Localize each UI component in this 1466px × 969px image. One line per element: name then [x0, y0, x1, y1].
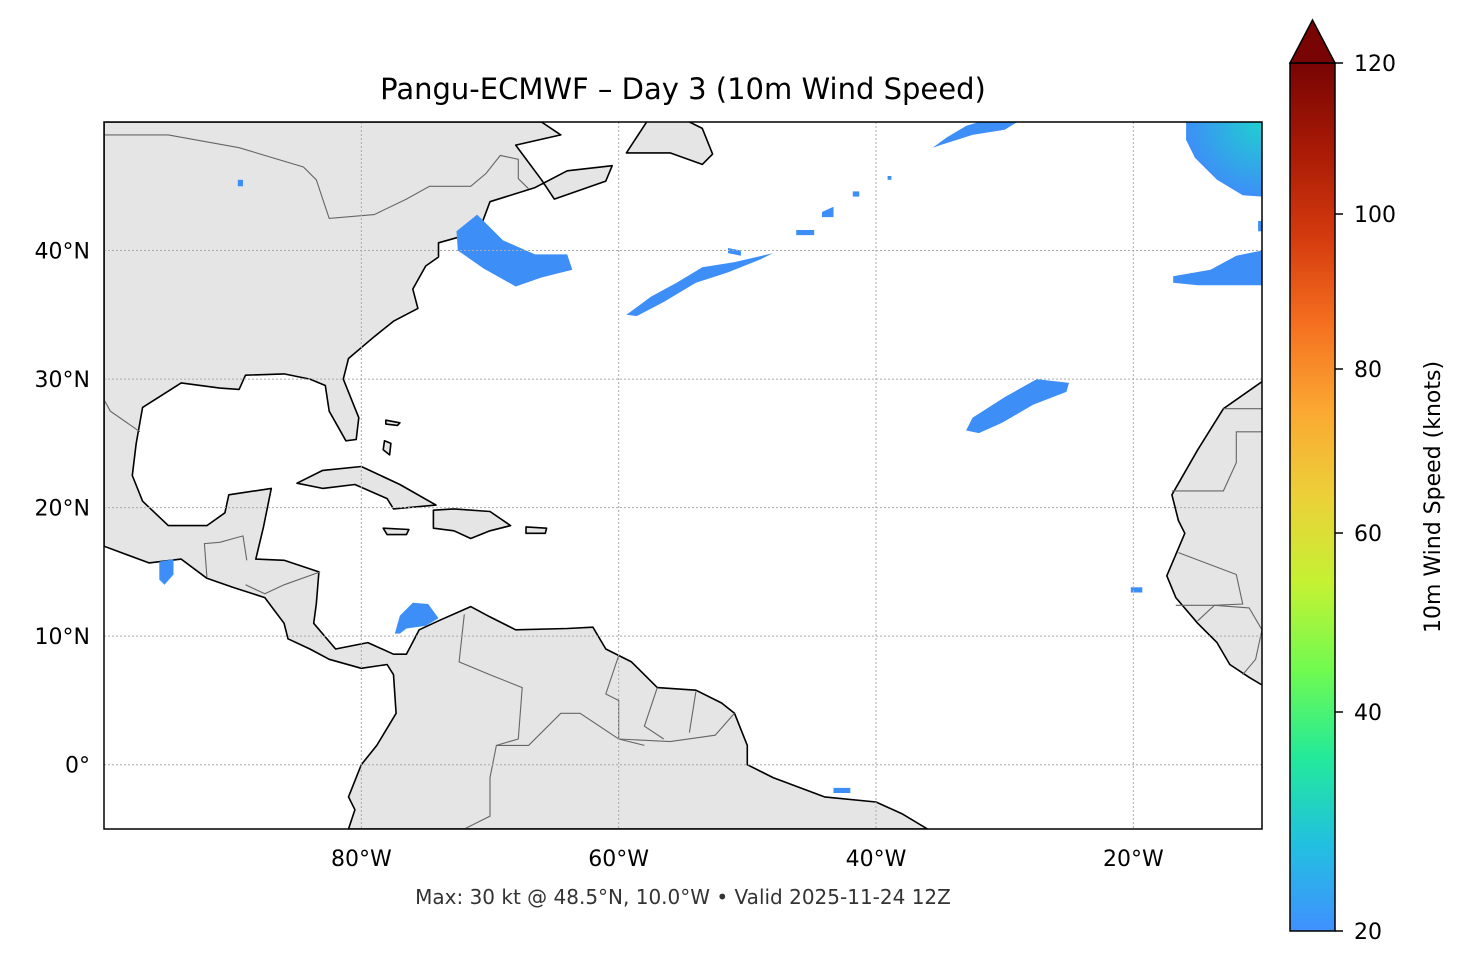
x-tick-label: 20°W: [1103, 847, 1164, 872]
border-venezuela-guyana: [605, 655, 645, 746]
landmass-africa: [1166, 380, 1262, 686]
border-brazil-north: [496, 712, 735, 746]
wind-patch-mid-atlantic: [966, 379, 1069, 434]
y-tick-label: 40°N: [35, 240, 90, 265]
border-us-mexico: [104, 399, 141, 433]
wind-patch-central-streak: [626, 253, 774, 317]
colorbar-tick-label: 40: [1354, 701, 1382, 726]
colorbar-tick-label: 100: [1354, 203, 1396, 228]
wind-speed-field: [159, 122, 1262, 793]
border-western-sahara: [1171, 408, 1262, 492]
x-tick-label: 60°W: [588, 847, 649, 872]
landmass-cuba: [296, 465, 437, 510]
wind-patch-dot-8: [1258, 221, 1262, 232]
border-suriname-guiana: [688, 691, 697, 733]
border-guyana-suriname: [643, 687, 665, 740]
colorbar-tick-label: 60: [1354, 522, 1382, 547]
gridlines: [104, 122, 1262, 829]
border-honduras-nicaragua: [245, 571, 321, 595]
wind-patch-dot-2: [833, 787, 851, 793]
country-borders: [104, 134, 1262, 829]
chart-title: Pangu-ECMWF – Day 3 (10m Wind Speed): [380, 72, 986, 106]
map-frame: [103, 121, 1263, 830]
wind-patch-north: [932, 122, 1018, 148]
landmass-bahamas-1: [384, 419, 401, 427]
wind-patch-dot-5: [822, 206, 834, 218]
x-tick-label: 80°W: [331, 847, 392, 872]
y-axis-ticks: 40°N 30°N 20°N 10°N 0°: [35, 240, 90, 779]
border-us-canada: [104, 134, 529, 219]
colorbar-label: 10m Wind Speed (knots): [1421, 361, 1446, 633]
landmass-puerto-rico: [525, 526, 548, 535]
landmass-jamaica: [382, 527, 410, 536]
wind-patch-dot-4: [796, 230, 815, 236]
colorbar-gradient: [1290, 63, 1335, 931]
border-guinea: [1197, 604, 1262, 676]
wind-patch-northeast: [1186, 122, 1262, 197]
colorbar-tick-label: 120: [1354, 52, 1396, 77]
landmass-bahamas-2: [382, 439, 392, 456]
x-tick-label: 40°W: [846, 847, 907, 872]
border-colombia-venezuela: [458, 614, 523, 829]
footer-text: Max: 30 kt @ 48.5°N, 10.0°W • Valid 2025…: [415, 885, 951, 909]
wind-patch-dot-6: [852, 191, 860, 197]
y-tick-label: 10°N: [35, 625, 90, 650]
x-axis-ticks: 80°W 60°W 40°W 20°W: [331, 847, 1164, 872]
map-area: [103, 121, 1263, 830]
colorbar-tick-label: 80: [1354, 358, 1382, 383]
wind-patch-new-england: [456, 214, 573, 287]
wind-patch-dot-1: [1130, 587, 1143, 593]
landmass-newfoundland: [625, 122, 714, 166]
wind-patch-dot-9: [237, 179, 243, 187]
land-layer: [104, 122, 1262, 829]
y-tick-label: 30°N: [35, 368, 90, 393]
wind-patch-caribbean: [394, 602, 439, 634]
landmass-hispaniola: [432, 508, 512, 540]
wind-patch-dot-3: [728, 248, 741, 256]
y-tick-label: 0°: [65, 754, 90, 779]
y-tick-label: 20°N: [35, 497, 90, 522]
wind-patch-dot-7: [887, 176, 892, 180]
border-mauritania-mali: [1175, 552, 1244, 606]
wind-patch-pacific: [159, 559, 174, 585]
colorbar-extend-arrow: [1288, 18, 1337, 64]
wind-patch-east-streak: [1173, 250, 1262, 286]
colorbar-tick-label: 20: [1354, 920, 1382, 945]
border-guatemala: [203, 535, 248, 578]
colorbar: 20 40 60 80 100 120 10m Wind Speed (knots): [1288, 18, 1446, 945]
colorbar-frame: [1289, 62, 1336, 932]
